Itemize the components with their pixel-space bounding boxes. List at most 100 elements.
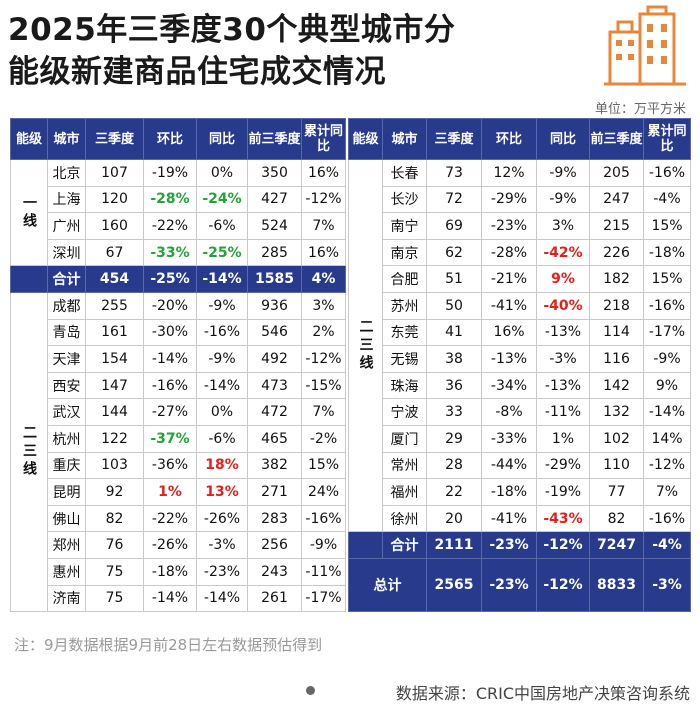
header-cell: 环比: [143, 118, 197, 160]
cell: -3%: [196, 531, 248, 559]
row: 佛山 82 -22% -26% 283 -16%: [11, 504, 346, 533]
cell: -6%: [196, 424, 248, 453]
cell: -19%: [143, 159, 197, 187]
row: 珠海 36 -34% -13% 142 9%: [349, 371, 691, 400]
cell: -3%: [536, 345, 590, 373]
cell: -14%: [643, 398, 691, 426]
cell: -33%: [481, 424, 537, 453]
cell: 郑州: [47, 531, 86, 559]
row: 惠州 75 -18% -23% 243 -11%: [11, 557, 346, 586]
cell: -14%: [196, 265, 248, 293]
cell: 8833: [589, 557, 644, 613]
cell: 271: [247, 478, 302, 506]
cell: 昆明: [47, 478, 86, 506]
cell: -16%: [301, 504, 346, 533]
cell: -16%: [643, 159, 691, 187]
bullet: [306, 686, 315, 695]
header-cell: 环比: [481, 118, 537, 160]
note: 注：9月数据根据9月前28日左右数据预估得到: [14, 636, 323, 654]
cell: 合计: [47, 265, 86, 293]
cell: 69: [426, 212, 482, 240]
cell: 546: [247, 318, 302, 347]
cell: -15%: [301, 371, 346, 400]
cell: -26%: [196, 504, 248, 533]
title-line: 能级新建商品住宅成交情况: [8, 54, 386, 90]
cell: 243: [247, 557, 302, 586]
header-row: 能级 城市 三季度 环比 同比 前三季度 累计同比: [10, 118, 346, 160]
cell: 18%: [196, 451, 248, 480]
header-cell: 能级: [348, 118, 383, 160]
header-cell: 三季度: [426, 118, 482, 160]
cell: 107: [85, 159, 144, 187]
row: 二三线 成都 255 -20% -9% 936 3%: [10, 291, 346, 613]
header-cell: 累计同比: [301, 118, 346, 160]
cell: -20%: [143, 291, 197, 320]
header-cell: 前三季度: [589, 118, 644, 160]
cell: 14%: [643, 424, 691, 453]
cell: 15%: [301, 451, 346, 480]
cell: 38: [426, 345, 482, 373]
header-cell: 城市: [47, 118, 86, 160]
cell: 厦门: [382, 424, 427, 453]
cell: 116: [589, 345, 644, 373]
row: 杭州 122 -37% -6% 465 -2%: [11, 424, 346, 453]
cell: -44%: [481, 451, 537, 480]
cell: 205: [589, 159, 644, 187]
cell: 29: [426, 424, 482, 453]
cell: -18%: [643, 238, 691, 267]
cell: -18%: [481, 478, 537, 506]
cell: -22%: [143, 212, 197, 240]
row: 济南 75 -14% -14% 261 -17%: [11, 584, 346, 613]
unit: 单位：万平方米: [594, 102, 686, 117]
cell: 9%: [643, 371, 691, 400]
cell: -29%: [481, 185, 537, 214]
cell: 120: [85, 185, 144, 214]
row: 常州 28 -44% -29% 110 -12%: [349, 451, 691, 480]
cell: -41%: [481, 504, 537, 533]
cell: 杭州: [47, 424, 86, 453]
cell: -14%: [143, 584, 197, 613]
cell: 无锡: [382, 345, 427, 373]
cell: 102: [589, 424, 644, 453]
cell: -18%: [143, 557, 197, 586]
cell: 226: [589, 238, 644, 267]
cell: -27%: [143, 398, 197, 426]
cell: 合计: [382, 531, 427, 559]
cell: 济南: [47, 584, 86, 613]
cell: 2%: [301, 318, 346, 347]
cell: -41%: [481, 291, 537, 320]
subtotal-row: 合计 454 -25% -14% 1585 4%: [10, 265, 346, 293]
cell: 160: [85, 212, 144, 240]
right-table: 能级 城市 三季度 环比 同比 前三季度 累计同比 二三线 长春 73 12% -9% 205 -16% 长…: [348, 118, 691, 613]
cell: 75: [85, 584, 144, 613]
cell: -23%: [481, 557, 537, 613]
cell: 15%: [643, 212, 691, 240]
cell: 4%: [301, 265, 346, 293]
header-cell: 城市: [382, 118, 427, 160]
cell: 247: [589, 185, 644, 214]
cell: 350: [247, 159, 302, 187]
cell: -9%: [196, 291, 248, 320]
cell: 110: [589, 451, 644, 480]
cell: 西安: [47, 371, 86, 400]
cell: 武汉: [47, 398, 86, 426]
cell: 徐州: [382, 504, 427, 533]
cell: 454: [85, 265, 144, 293]
cell: -12%: [301, 185, 346, 214]
row: 昆明 92 1% 13% 271 24%: [11, 478, 346, 506]
cell: -13%: [481, 345, 537, 373]
cell: 重庆: [47, 451, 86, 480]
cell: 132: [589, 398, 644, 426]
cell: 合肥: [382, 265, 427, 293]
cell: 天津: [47, 345, 86, 373]
row: 无锡 38 -13% -3% 116 -9%: [349, 345, 691, 373]
row: 青岛 161 -30% -16% 546 2%: [11, 318, 346, 347]
cell: 1%: [143, 478, 197, 506]
cell: -30%: [143, 318, 197, 347]
cell: 长春: [382, 159, 427, 187]
cell: -22%: [143, 504, 197, 533]
header-row: 能级 城市 三季度 环比 同比 前三季度 累计同比: [348, 118, 691, 160]
cell: 36: [426, 371, 482, 400]
cell: -13%: [536, 371, 590, 400]
cell: 73: [426, 159, 482, 187]
